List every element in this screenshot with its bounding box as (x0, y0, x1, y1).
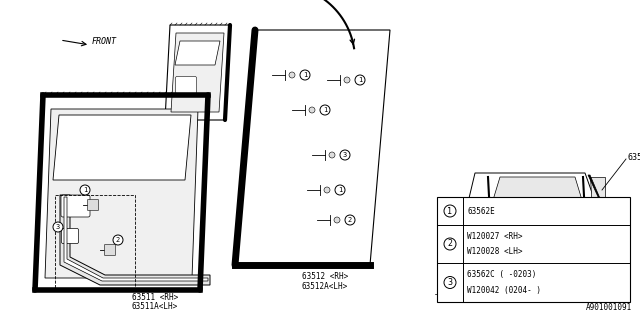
Text: 3: 3 (343, 152, 347, 158)
Text: W120028 <LH>: W120028 <LH> (467, 247, 522, 256)
FancyBboxPatch shape (438, 213, 612, 282)
Circle shape (444, 205, 456, 217)
Polygon shape (45, 109, 198, 278)
Text: 1: 1 (323, 107, 327, 113)
Circle shape (289, 72, 295, 78)
Text: 1: 1 (338, 187, 342, 193)
Text: A901001091: A901001091 (586, 303, 632, 312)
Text: 3: 3 (56, 224, 60, 230)
Text: W120042 (0204- ): W120042 (0204- ) (467, 286, 541, 295)
Polygon shape (60, 195, 210, 285)
Text: 3: 3 (447, 278, 452, 287)
Text: 63512 <RH>: 63512 <RH> (302, 272, 348, 281)
Circle shape (557, 259, 583, 285)
Text: 1: 1 (447, 206, 452, 215)
Polygon shape (171, 33, 224, 112)
Circle shape (444, 238, 456, 250)
Text: 2: 2 (116, 237, 120, 243)
Circle shape (564, 266, 576, 278)
Text: 63562E: 63562E (467, 206, 495, 215)
Circle shape (80, 185, 90, 195)
Circle shape (462, 259, 488, 285)
Polygon shape (590, 177, 605, 210)
Circle shape (444, 276, 456, 289)
Text: 63516: 63516 (628, 153, 640, 162)
Text: W120027 <RH>: W120027 <RH> (467, 232, 522, 241)
Text: 63511 <RH>: 63511 <RH> (132, 293, 178, 302)
FancyBboxPatch shape (104, 244, 115, 255)
Circle shape (335, 185, 345, 195)
Circle shape (300, 70, 310, 80)
Circle shape (344, 77, 350, 83)
Text: 1: 1 (83, 187, 87, 193)
FancyBboxPatch shape (61, 228, 79, 244)
FancyBboxPatch shape (61, 195, 90, 217)
Polygon shape (465, 173, 600, 215)
Text: 1: 1 (358, 77, 362, 83)
Polygon shape (53, 115, 191, 180)
Text: 2: 2 (348, 217, 352, 223)
Polygon shape (175, 41, 220, 65)
Polygon shape (235, 30, 390, 265)
Text: 63512A<LH>: 63512A<LH> (302, 282, 348, 291)
Circle shape (309, 107, 315, 113)
Polygon shape (605, 210, 613, 270)
Polygon shape (64, 197, 208, 281)
Text: 2: 2 (447, 239, 452, 249)
FancyBboxPatch shape (437, 197, 630, 302)
Polygon shape (490, 177, 585, 210)
Text: 63562C ( -0203): 63562C ( -0203) (467, 270, 536, 279)
Circle shape (469, 266, 481, 278)
Text: FRONT: FRONT (92, 37, 117, 46)
Circle shape (113, 235, 123, 245)
Circle shape (455, 252, 495, 292)
Circle shape (324, 187, 330, 193)
Circle shape (340, 150, 350, 160)
FancyBboxPatch shape (175, 76, 196, 93)
Polygon shape (165, 25, 230, 120)
Circle shape (550, 252, 590, 292)
Circle shape (53, 222, 63, 232)
Circle shape (329, 152, 335, 158)
Circle shape (345, 215, 355, 225)
Text: 63511A<LH>: 63511A<LH> (132, 302, 178, 311)
Circle shape (320, 105, 330, 115)
Circle shape (334, 217, 340, 223)
Polygon shape (588, 175, 607, 270)
Circle shape (355, 75, 365, 85)
Polygon shape (35, 95, 208, 290)
FancyBboxPatch shape (88, 199, 99, 211)
Text: 1: 1 (303, 72, 307, 78)
